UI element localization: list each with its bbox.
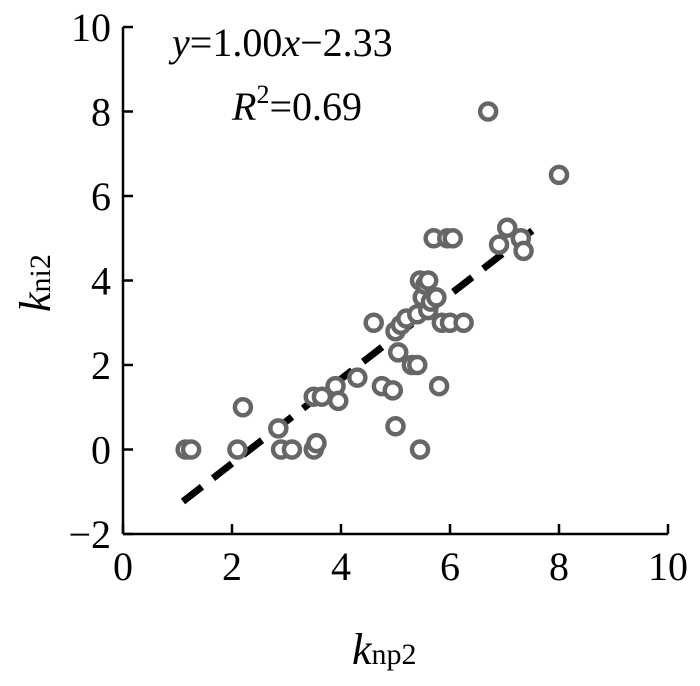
x-axis-title-main: k <box>352 625 373 674</box>
y-axis-title-main: k <box>11 291 60 312</box>
data-point <box>488 234 510 255</box>
data-point <box>428 375 450 397</box>
data-point <box>548 164 570 186</box>
equation-annotation: y=1.00x−2.33 <box>168 20 393 65</box>
data-point <box>347 367 368 388</box>
y-tick-label: 6 <box>91 174 111 219</box>
y-tick-label: −2 <box>68 512 111 557</box>
data-point <box>385 416 406 437</box>
data-point <box>268 418 289 439</box>
x-tick-label: 0 <box>113 544 133 589</box>
x-tick-label: 6 <box>440 544 460 589</box>
data-point <box>363 312 384 333</box>
fit-line-group <box>180 221 543 505</box>
x-ticks: 0 2 4 6 8 10 <box>113 524 688 589</box>
equation-rest: −2.33 <box>300 20 393 65</box>
data-point <box>328 390 349 412</box>
data-point <box>417 270 439 291</box>
data-point <box>227 439 248 460</box>
data-point <box>306 432 327 454</box>
r2-sup: 2 <box>256 80 269 109</box>
data-point <box>453 312 474 333</box>
data-point <box>409 439 431 460</box>
data-point <box>407 354 428 376</box>
points-group <box>175 101 570 460</box>
data-point <box>180 439 202 460</box>
data-point <box>477 101 499 122</box>
data-point <box>496 217 518 238</box>
data-point <box>387 342 409 363</box>
x-axis-title: knp2 <box>352 625 417 674</box>
data-point <box>442 228 463 249</box>
y-tick-label: 0 <box>91 428 111 473</box>
r2-rest: =0.69 <box>269 84 362 129</box>
r2-annotation: R2=0.69 <box>231 80 362 129</box>
data-point <box>281 439 303 460</box>
data-point <box>382 380 404 401</box>
x-axis-title-sub: np2 <box>372 638 417 671</box>
data-point <box>232 397 254 418</box>
r2-r: R <box>231 84 256 129</box>
y-tick-label: 4 <box>91 259 111 304</box>
fit-line <box>180 221 543 505</box>
equation-eq: =1.00 <box>190 20 283 65</box>
x-tick-label: 8 <box>549 544 569 589</box>
y-axis-title: kni2 <box>11 254 60 312</box>
axes <box>121 27 668 536</box>
x-tick-label: 10 <box>648 544 688 589</box>
equation-y: y <box>168 20 190 65</box>
x-tick-label: 2 <box>222 544 242 589</box>
y-tick-label: 8 <box>91 90 111 135</box>
y-tick-label: 2 <box>91 343 111 388</box>
y-axis-title-sub: ni2 <box>24 254 57 292</box>
data-point <box>513 240 534 262</box>
data-point <box>426 287 447 308</box>
x-tick-label: 4 <box>331 544 351 589</box>
y-tick-label: 10 <box>71 5 111 50</box>
y-ticks: −2 0 2 4 6 8 10 <box>68 5 133 557</box>
equation-x: x <box>281 20 300 65</box>
